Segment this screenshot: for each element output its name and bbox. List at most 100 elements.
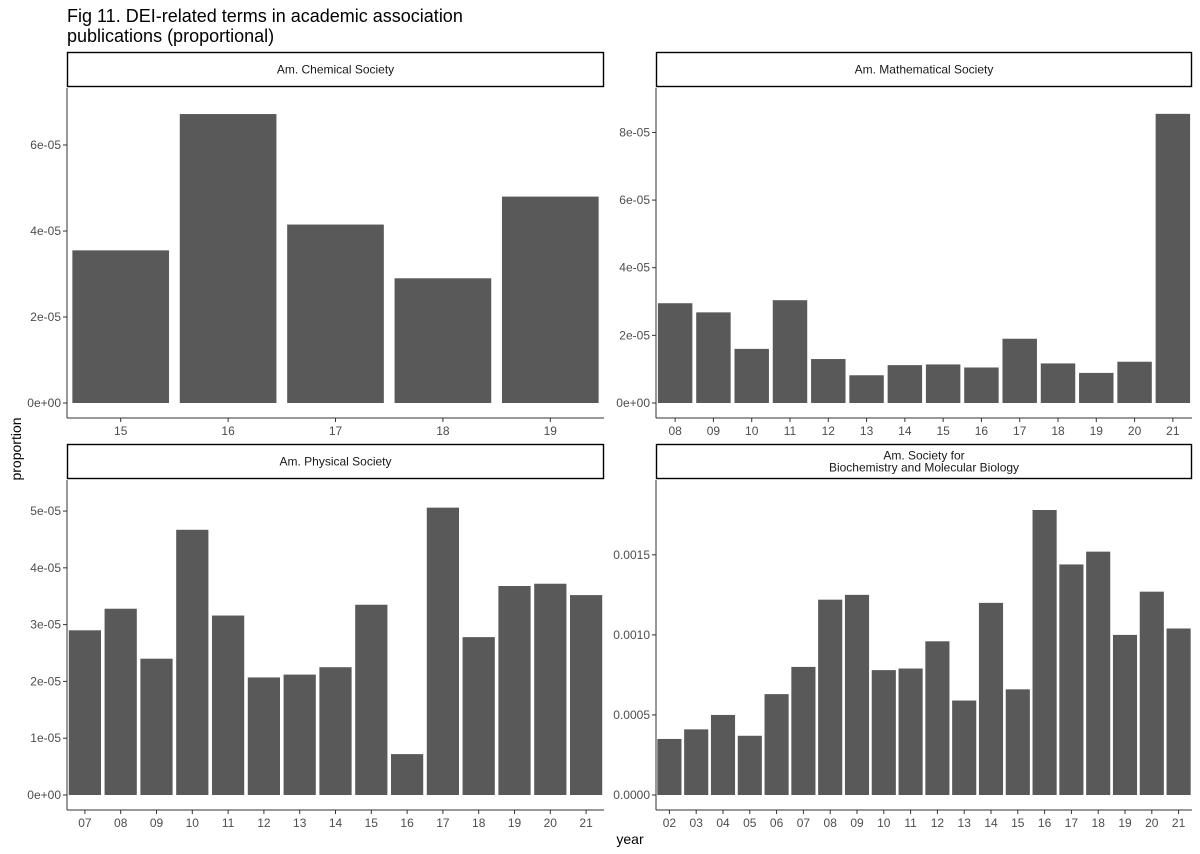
bar-16: [1032, 510, 1057, 795]
bar-18: [1040, 363, 1076, 403]
x-tick-label: 09: [150, 816, 164, 830]
x-tick-label: 21: [1166, 424, 1180, 438]
bar-17: [1002, 338, 1037, 403]
x-tick-label: 12: [931, 816, 945, 830]
bar-11: [898, 668, 923, 795]
bar-16: [179, 114, 277, 403]
x-tick-label: 13: [860, 424, 874, 438]
y-tick-label: 4e-05: [30, 224, 61, 238]
y-tick-label: 0.0010: [613, 628, 650, 642]
x-axis-label: year: [616, 831, 644, 847]
x-tick-label: 10: [745, 424, 759, 438]
x-tick-label: 07: [797, 816, 811, 830]
bar-19: [1079, 372, 1114, 403]
bar-15: [355, 604, 388, 795]
bar-12: [811, 359, 846, 403]
x-tick-label: 08: [824, 816, 838, 830]
bar-08: [818, 599, 843, 795]
x-tick-label: 17: [436, 816, 450, 830]
y-tick-label: 0e+00: [616, 396, 650, 410]
bar-09: [696, 312, 731, 403]
bar-07: [791, 666, 816, 795]
bar-07: [68, 630, 102, 795]
y-tick-label: 4e-05: [619, 261, 650, 275]
x-tick-label: 16: [975, 424, 989, 438]
y-tick-label: 8e-05: [619, 125, 650, 139]
x-tick-label: 06: [770, 816, 784, 830]
bar-15: [925, 364, 961, 403]
facet-strip: [655, 443, 1193, 480]
x-tick-label: 16: [400, 816, 414, 830]
bar-14: [887, 365, 923, 403]
x-tick-label: 15: [936, 424, 950, 438]
x-tick-label: 20: [1128, 424, 1142, 438]
bar-15: [72, 250, 170, 403]
bar-09: [844, 594, 870, 795]
x-tick-label: 10: [877, 816, 891, 830]
facet-panel-1: Am. Mathematical Society 0e+00 2e-05 4e-05 6…: [616, 51, 1193, 438]
y-tick-label: 1e-05: [30, 731, 61, 745]
x-tick-label: 07: [78, 816, 92, 830]
bar-16: [390, 754, 424, 795]
x-tick-label: 19: [1118, 816, 1132, 830]
y-tick-label: 6e-05: [30, 138, 61, 152]
y-tick-label: 2e-05: [30, 310, 61, 324]
bar-18: [462, 637, 495, 795]
facet-title: Am. Society for: [883, 449, 964, 463]
x-tick-label: 19: [1090, 424, 1104, 438]
x-tick-label: 13: [958, 816, 972, 830]
y-tick-label: 0.0015: [613, 548, 650, 562]
x-tick-label: 16: [221, 424, 235, 438]
bar-13: [283, 674, 316, 795]
x-tick-label: 03: [690, 816, 704, 830]
bar-06: [764, 694, 789, 795]
facet-strip: [655, 51, 1193, 88]
facet-title: Am. Mathematical Society: [855, 63, 994, 77]
x-tick-label: 21: [1172, 816, 1186, 830]
x-tick-label: 18: [1051, 424, 1065, 438]
x-tick-label: 14: [329, 816, 343, 830]
bar-14: [978, 602, 1004, 795]
bar-19: [498, 586, 531, 795]
bar-08: [657, 303, 693, 403]
facet-panel-2: Am. Physical Society 0e+00 1e-05 2e-05 3e-05…: [27, 443, 605, 830]
x-tick-label: 21: [579, 816, 593, 830]
facet-strip: [66, 51, 605, 88]
y-tick-label: 0.0000: [613, 788, 650, 802]
y-tick-label: 0.0005: [613, 708, 650, 722]
bar-20: [1139, 591, 1164, 795]
bar-18: [394, 278, 492, 403]
bar-09: [140, 658, 173, 795]
x-tick-label: 05: [743, 816, 757, 830]
facet-title: Am. Chemical Society: [277, 63, 394, 77]
bar-17: [426, 507, 460, 795]
bar-13: [849, 375, 884, 403]
x-tick-label: 20: [1145, 816, 1159, 830]
y-tick-label: 2e-05: [619, 328, 650, 342]
y-tick-label: 0e+00: [27, 396, 61, 410]
bar-19: [501, 196, 599, 403]
facet-panel-0: Am. Chemical Society 0e+00 2e-05 4e-05 6e-05…: [27, 51, 605, 438]
bar-05: [737, 735, 762, 795]
bar-12: [247, 677, 281, 795]
x-tick-label: 14: [898, 424, 912, 438]
x-tick-label: 18: [1092, 816, 1106, 830]
bar-02: [657, 738, 682, 795]
x-tick-label: 08: [668, 424, 682, 438]
bar-21: [1166, 628, 1191, 795]
x-tick-label: 11: [222, 816, 235, 830]
y-tick-label: 3e-05: [30, 618, 61, 632]
y-tick-label: 0e+00: [27, 788, 61, 802]
chart-title: Fig 11. DEI-related terms in academic as…: [67, 6, 463, 46]
x-tick-label: 02: [663, 816, 677, 830]
x-tick-label: 18: [436, 424, 450, 438]
bar-17: [1059, 564, 1084, 795]
bar-20: [534, 583, 567, 795]
facet-title: Am. Physical Society: [279, 455, 391, 469]
bar-16: [964, 367, 999, 403]
bar-20: [1117, 361, 1152, 403]
bar-11: [772, 300, 808, 403]
y-tick-label: 5e-05: [30, 504, 61, 518]
